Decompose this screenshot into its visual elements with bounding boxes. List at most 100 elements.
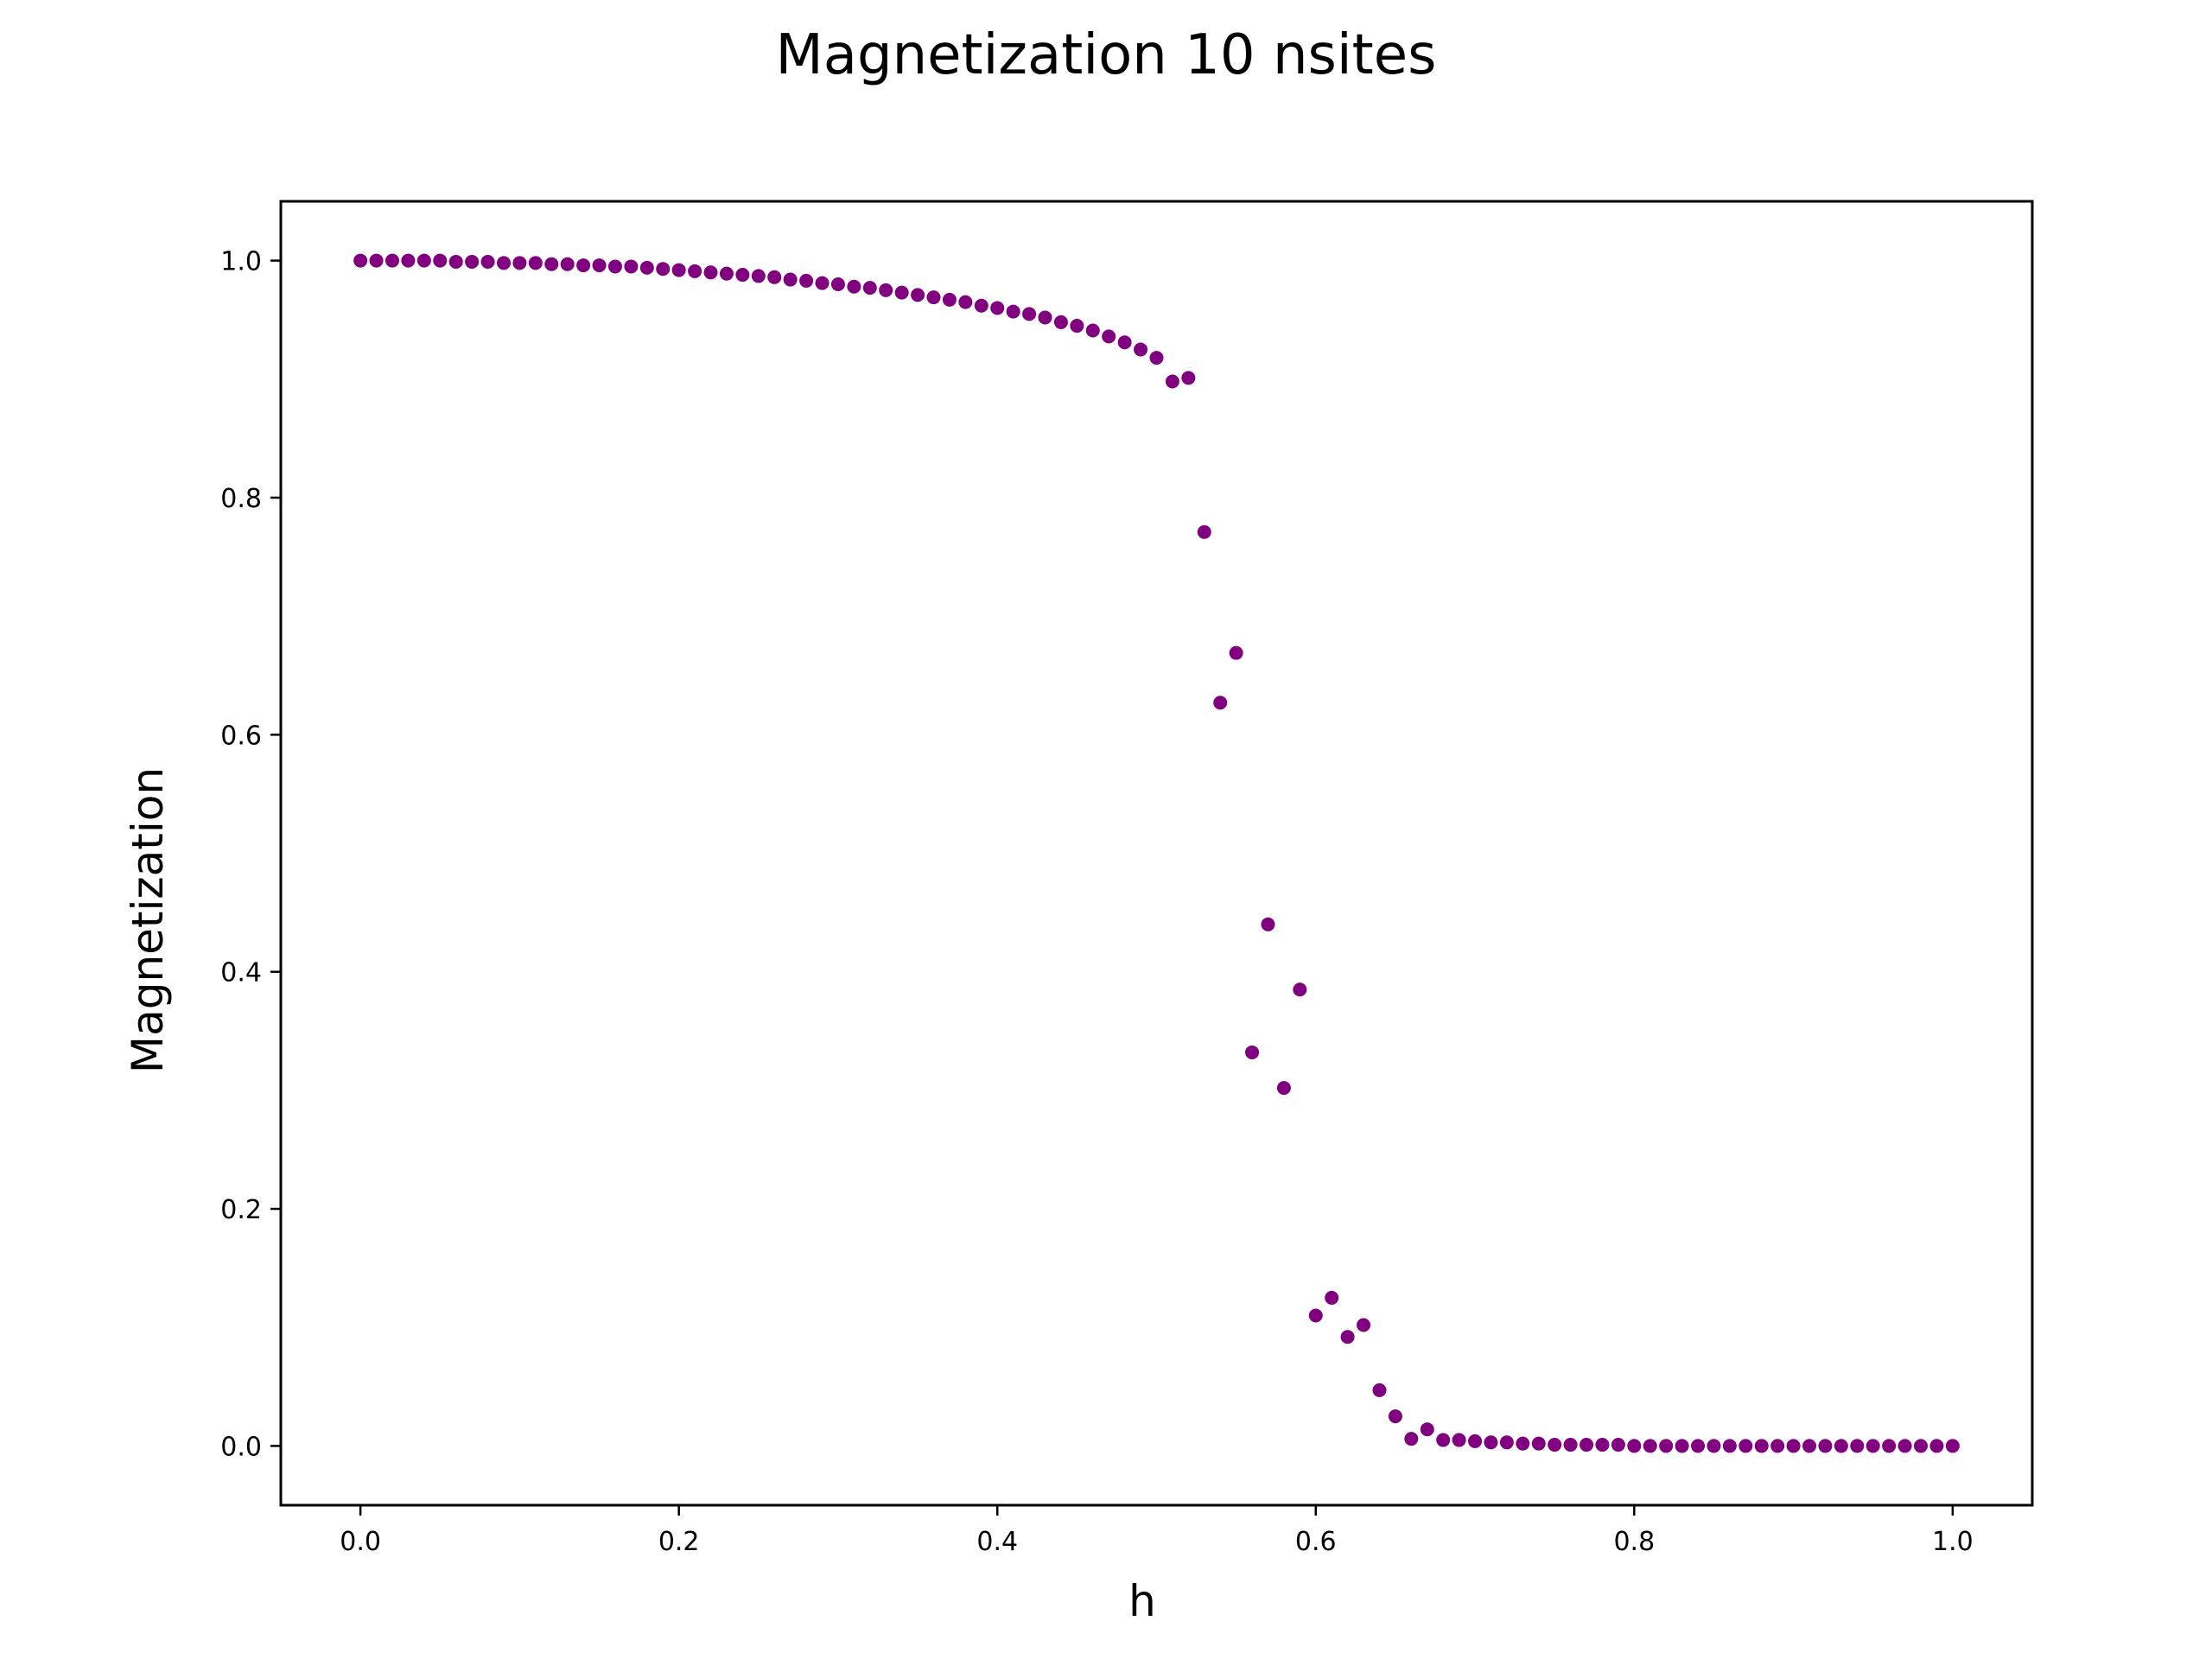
data-point [465,254,480,269]
data-point [847,279,861,294]
data-point [1022,307,1037,321]
y-tick-label: 0.0 [220,1432,262,1462]
data-point [496,256,511,270]
y-axis-ticks: 0.0 0.2 0.4 0.6 0.8 1.0 [220,247,281,1462]
data-point [639,260,654,275]
data-point [990,301,1005,315]
data-point [1850,1439,1865,1453]
data-point [1643,1439,1657,1453]
data-point [1738,1439,1753,1453]
data-point [1499,1435,1514,1450]
data-point [544,257,559,271]
data-point [1914,1439,1929,1453]
data-point [607,259,622,274]
data-point [512,256,527,270]
data-point [1770,1439,1785,1453]
data-point [560,257,575,271]
data-point [862,281,877,296]
y-tick-label: 0.8 [220,484,262,514]
x-axis-ticks: 0.0 0.2 0.4 0.6 0.8 1.0 [340,1505,1974,1557]
data-point [1293,982,1307,997]
x-tick-label: 1.0 [1932,1527,1974,1557]
data-point [767,270,782,284]
data-point [911,288,925,302]
data-point [369,253,384,268]
data-point [385,253,399,268]
data-point [416,253,431,268]
x-tick-label: 0.2 [658,1527,700,1557]
data-point [1261,917,1275,931]
data-points [353,253,1960,1453]
data-point [1945,1439,1960,1453]
data-point [353,253,368,268]
data-point [1102,329,1116,344]
data-point [433,253,448,268]
chart-title: Magnetization 10 nsites [776,23,1437,87]
data-point [1802,1439,1817,1453]
data-point [1531,1436,1546,1451]
data-point [1897,1439,1912,1453]
data-point [1691,1439,1706,1453]
y-tick-label: 0.4 [220,958,262,988]
data-point [1818,1439,1833,1453]
data-point [624,259,639,274]
data-point [480,254,495,269]
data-point [656,262,671,276]
data-point [671,263,686,277]
data-point [401,253,416,268]
x-axis-label: h [1128,1576,1156,1626]
data-point [735,268,750,283]
data-point [1404,1432,1419,1446]
data-point [1659,1439,1674,1453]
data-point [815,276,830,290]
data-point [1786,1439,1801,1453]
data-point [1707,1439,1721,1453]
data-point [974,298,988,313]
data-point [1627,1439,1642,1453]
axes-frame [279,200,2034,1507]
y-tick-label: 0.2 [220,1195,262,1225]
data-point [528,256,543,270]
x-tick-label: 0.0 [340,1527,381,1557]
data-point [1053,315,1068,329]
data-point [592,258,607,273]
x-tick-label: 0.6 [1295,1527,1337,1557]
data-point [1117,335,1132,350]
data-point [1563,1438,1578,1452]
data-point [1580,1438,1594,1452]
data-point [1006,304,1020,319]
data-point [879,283,893,297]
data-point [1516,1436,1530,1451]
data-point [1340,1330,1355,1344]
data-point [1372,1382,1387,1397]
data-point [1229,645,1243,660]
data-point [1181,371,1196,385]
data-point [1675,1439,1689,1453]
data-point [1436,1433,1451,1447]
y-tick-label: 1.0 [220,247,262,277]
data-point [448,254,463,269]
data-point [1070,319,1084,334]
data-point [1213,696,1228,710]
data-point [958,295,973,309]
data-point [1882,1439,1897,1453]
data-point [1611,1438,1625,1452]
data-point [1165,374,1179,389]
data-point [1085,323,1100,338]
x-tick-label: 0.4 [976,1527,1018,1557]
data-point [1308,1308,1323,1323]
data-point [1468,1433,1483,1448]
data-point [688,264,702,278]
data-point [1134,342,1148,357]
data-point [1245,1045,1260,1059]
data-point [1357,1318,1371,1332]
data-point [783,272,798,287]
data-point [1325,1290,1339,1305]
data-point [1388,1409,1402,1424]
data-point [1038,310,1052,325]
data-point [894,285,909,300]
data-point [719,266,734,281]
data-point [1149,351,1164,365]
